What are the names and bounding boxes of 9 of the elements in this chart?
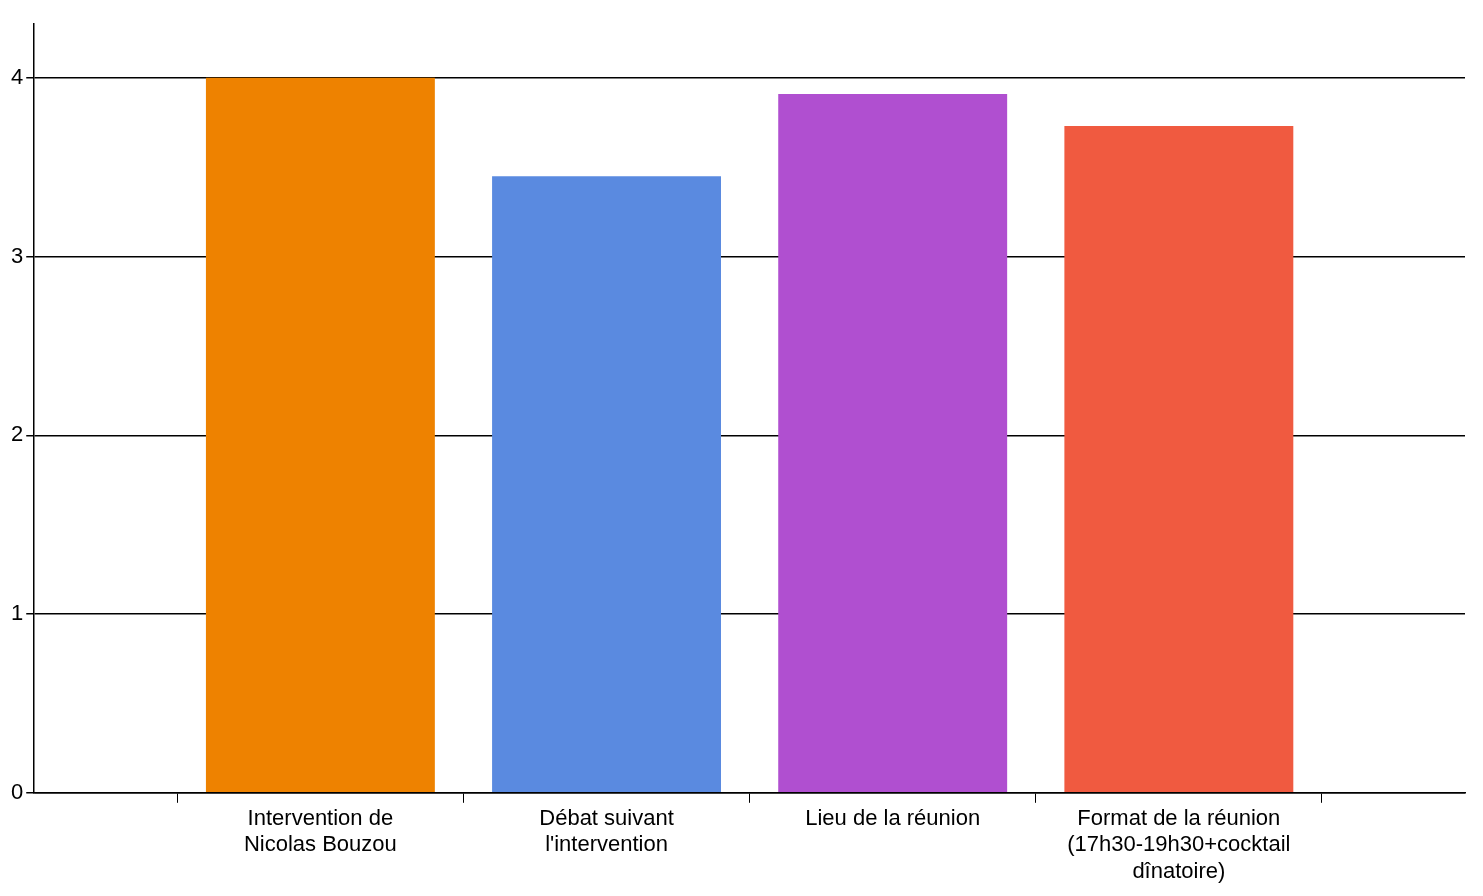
x-tick-label: Lieu de la réunion	[805, 805, 981, 831]
y-tick-label: 1	[10, 600, 24, 626]
y-tick-label: 4	[10, 63, 24, 89]
y-tick-label: 2	[10, 421, 24, 447]
y-tick-label: 0	[10, 778, 24, 804]
x-tick-label: Format de la réunion (17h30-19h30+cocktail dînatoire)	[1067, 805, 1291, 883]
y-tick-label: 3	[10, 242, 24, 268]
x-tick-label: Intervention de Nicolas Bouzou	[243, 805, 397, 857]
x-tick-label: Débat suivant l'intervention	[539, 805, 674, 857]
